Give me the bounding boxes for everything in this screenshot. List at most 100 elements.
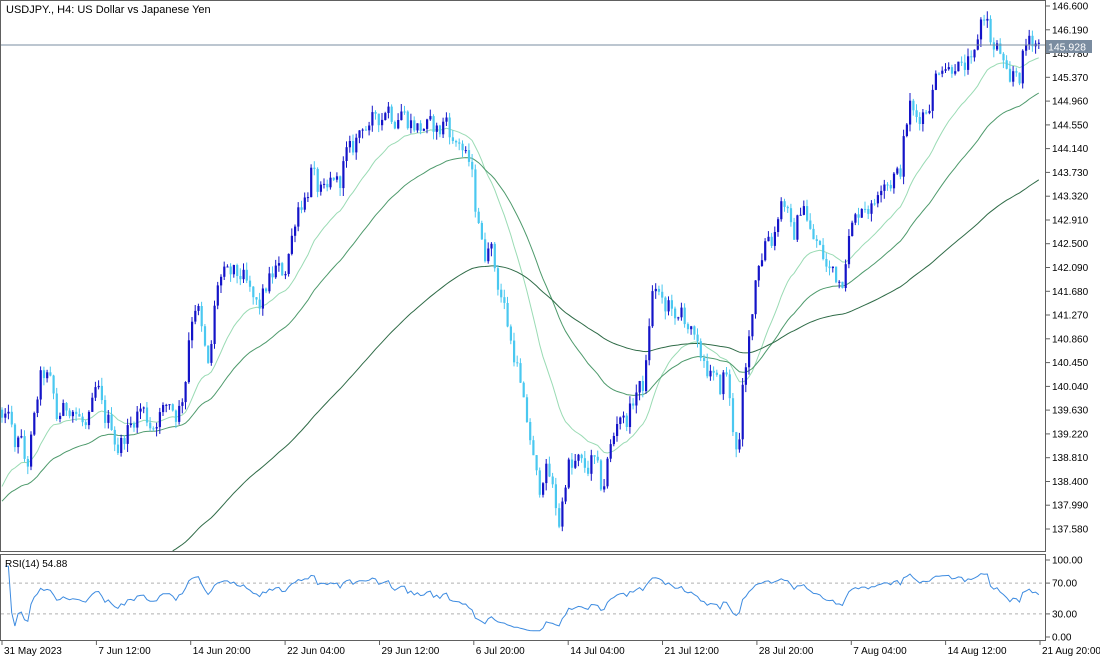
- candle-body: [806, 206, 809, 221]
- candle-body: [220, 276, 223, 286]
- candle-body: [841, 281, 844, 288]
- candle-body: [748, 336, 751, 368]
- candle-body: [419, 123, 422, 131]
- candle-body: [277, 263, 281, 266]
- candle-body: [538, 470, 541, 495]
- candle-body: [699, 341, 702, 358]
- candle-body: [780, 201, 783, 220]
- price-tick-label: 145.780: [1052, 49, 1089, 60]
- candle-body: [809, 220, 812, 229]
- candle-body: [818, 241, 822, 245]
- candle-body: [17, 437, 20, 448]
- candle-body: [287, 253, 290, 274]
- ma-fast-line: [1, 57, 1039, 487]
- candle-body: [455, 141, 458, 143]
- candle-body: [339, 176, 342, 188]
- candle-body: [348, 141, 351, 148]
- time-axis: 31 May 2023 7 Jun 12:00 14 Jun 20:00 22 Jun…: [1, 641, 1100, 657]
- candle-body: [796, 215, 799, 240]
- candle-body: [587, 467, 590, 474]
- candle-body: [268, 273, 271, 292]
- candle-body: [13, 424, 17, 448]
- candle-body: [284, 274, 287, 276]
- candle-body: [178, 405, 181, 422]
- candle-body: [603, 486, 606, 490]
- candle-body: [632, 403, 635, 406]
- candle-body: [860, 208, 863, 218]
- candle-body: [612, 436, 615, 445]
- candle-body: [438, 125, 442, 135]
- candle-body: [593, 455, 596, 457]
- candle-body: [564, 487, 567, 502]
- candle-body: [574, 460, 577, 468]
- candle-body: [864, 208, 867, 210]
- candle-body: [142, 407, 145, 409]
- candle-body: [786, 206, 789, 209]
- candle-body: [1012, 71, 1015, 82]
- candle-body: [487, 248, 490, 262]
- rsi-tick-label: 0.00: [1052, 633, 1072, 644]
- ma-slow-line: [172, 179, 1040, 552]
- candle-body: [323, 183, 326, 185]
- candle-body: [648, 326, 651, 361]
- candle-body: [403, 111, 406, 113]
- candle-body: [674, 308, 677, 319]
- candle-body: [480, 223, 483, 240]
- candle-body: [1, 409, 4, 418]
- candle-body: [490, 243, 493, 249]
- price-tick-label: 142.910: [1052, 216, 1089, 227]
- candle-body: [738, 439, 741, 450]
- price-tick-label: 143.320: [1052, 192, 1089, 203]
- candle-body: [548, 463, 551, 477]
- candle-body: [580, 454, 583, 459]
- candle-body: [46, 372, 49, 379]
- price-tick-label: 142.090: [1052, 263, 1089, 274]
- candle-body: [281, 263, 284, 276]
- candle-body: [709, 370, 712, 377]
- candle-body: [622, 415, 625, 418]
- candle-body: [371, 112, 374, 126]
- candle-body: [519, 363, 522, 383]
- candle-body: [789, 208, 793, 223]
- candle-body: [561, 501, 564, 527]
- candle-body: [654, 288, 657, 292]
- candle-body: [1005, 60, 1008, 69]
- candle-body: [1028, 35, 1031, 45]
- candle-body: [928, 110, 931, 114]
- time-tick-label: 21 Aug 20:00: [1042, 646, 1100, 657]
- candle-body: [226, 266, 229, 268]
- candle-body: [728, 374, 731, 399]
- candle-body: [931, 89, 934, 111]
- candle-body: [967, 56, 970, 70]
- candle-body: [94, 387, 97, 398]
- candle-body: [680, 307, 683, 318]
- candle-body: [938, 73, 941, 75]
- candle-body: [719, 374, 722, 394]
- candle-body: [165, 404, 168, 406]
- rsi-label: RSI(14) 54.88: [5, 559, 68, 570]
- candle-body: [1037, 42, 1040, 44]
- candle-body: [91, 397, 94, 412]
- candle-body: [400, 111, 403, 121]
- candle-body: [715, 372, 718, 375]
- candle-body: [670, 300, 673, 309]
- candle-body: [693, 326, 696, 335]
- candle-body: [851, 222, 854, 236]
- price-tick-label: 137.580: [1052, 525, 1089, 536]
- candle-body: [87, 411, 91, 426]
- candle-body: [104, 400, 107, 423]
- candle-body: [986, 18, 989, 21]
- candle-body: [126, 425, 129, 444]
- candle-body: [915, 110, 918, 117]
- candle-body: [857, 214, 860, 218]
- candle-body: [123, 438, 126, 444]
- price-tick-label: 138.810: [1052, 453, 1089, 464]
- candle-body: [242, 269, 245, 280]
- candlesticks: [1, 11, 1040, 532]
- candle-body: [731, 398, 735, 433]
- candle-body: [867, 209, 870, 214]
- candle-body: [168, 404, 171, 406]
- candle-body: [912, 100, 915, 111]
